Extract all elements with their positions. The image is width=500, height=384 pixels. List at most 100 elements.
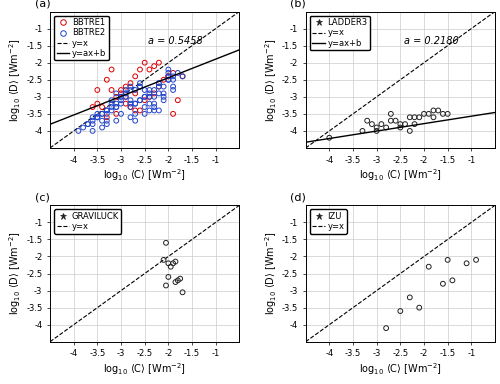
- Point: [420, 111, 428, 117]
- Point: [164, 77, 172, 83]
- Point: [382, 325, 390, 331]
- Point: [434, 108, 442, 114]
- X-axis label: log$_{10}$ $\langle$C$\rangle$ [Wm$^{-2}$]: log$_{10}$ $\langle$C$\rangle$ [Wm$^{-2}…: [359, 167, 442, 183]
- Point: [146, 108, 154, 114]
- Point: [84, 121, 92, 127]
- Point: [430, 114, 438, 120]
- Point: [155, 90, 163, 96]
- Point: [160, 97, 168, 103]
- Point: [117, 111, 125, 117]
- Point: [94, 114, 102, 120]
- Point: [140, 94, 148, 100]
- Point: [108, 97, 116, 103]
- Point: [164, 77, 172, 83]
- Point: [326, 135, 334, 141]
- Point: [169, 111, 177, 117]
- Point: [140, 60, 148, 66]
- Point: [126, 83, 134, 89]
- Point: [164, 274, 172, 280]
- Point: [122, 83, 130, 89]
- Point: [146, 101, 154, 107]
- Point: [416, 114, 424, 120]
- Point: [112, 118, 120, 124]
- Point: [472, 257, 480, 263]
- Point: [444, 257, 452, 263]
- Point: [164, 73, 172, 79]
- Point: [164, 70, 172, 76]
- Point: [363, 118, 371, 124]
- Point: [146, 90, 154, 96]
- Point: [410, 114, 418, 120]
- Point: [122, 101, 130, 107]
- Legend: IZU, y=x: IZU, y=x: [310, 209, 347, 234]
- Y-axis label: log$_{10}$ $\langle$D$\rangle$ [Wm$^{-2}$]: log$_{10}$ $\langle$D$\rangle$ [Wm$^{-2}…: [8, 232, 24, 315]
- Point: [103, 77, 111, 83]
- Point: [88, 118, 96, 124]
- Text: a = 0.2180: a = 0.2180: [404, 36, 459, 46]
- Point: [122, 90, 130, 96]
- Point: [108, 108, 116, 114]
- Point: [160, 90, 168, 96]
- Point: [396, 121, 404, 127]
- Text: (d): (d): [290, 192, 306, 203]
- Point: [74, 128, 82, 134]
- Point: [155, 80, 163, 86]
- Point: [155, 108, 163, 114]
- Point: [150, 90, 158, 96]
- Point: [136, 83, 144, 89]
- Point: [126, 87, 134, 93]
- Point: [439, 281, 447, 287]
- Point: [169, 83, 177, 89]
- Point: [174, 277, 182, 283]
- Point: [439, 111, 447, 117]
- Point: [117, 90, 125, 96]
- Point: [424, 264, 432, 270]
- Point: [112, 101, 120, 107]
- Legend: BBTRE1, BBTRE2, y=x, y=ax+b: BBTRE1, BBTRE2, y=x, y=ax+b: [54, 16, 108, 60]
- Point: [112, 90, 120, 96]
- Point: [131, 108, 139, 114]
- Point: [126, 97, 134, 103]
- Point: [122, 94, 130, 100]
- Point: [396, 124, 404, 131]
- Point: [164, 73, 172, 79]
- Point: [117, 94, 125, 100]
- Text: (b): (b): [290, 0, 306, 9]
- Point: [392, 118, 400, 124]
- Point: [117, 94, 125, 100]
- Point: [112, 104, 120, 110]
- Y-axis label: log$_{10}$ $\langle$D$\rangle$ [Wm$^{-2}$]: log$_{10}$ $\langle$D$\rangle$ [Wm$^{-2}…: [263, 38, 279, 122]
- Point: [358, 128, 366, 134]
- Point: [126, 114, 134, 120]
- X-axis label: log$_{10}$ $\langle$C$\rangle$ [Wm$^{-2}$]: log$_{10}$ $\langle$C$\rangle$ [Wm$^{-2}…: [103, 361, 186, 377]
- Point: [112, 94, 120, 100]
- Point: [155, 83, 163, 89]
- Point: [103, 114, 111, 120]
- Point: [88, 104, 96, 110]
- Point: [122, 90, 130, 96]
- Point: [160, 94, 168, 100]
- Point: [103, 118, 111, 124]
- Point: [378, 121, 386, 127]
- Point: [112, 104, 120, 110]
- Point: [448, 277, 456, 283]
- Point: [131, 90, 139, 96]
- Point: [94, 101, 102, 107]
- Point: [150, 87, 158, 93]
- Point: [131, 101, 139, 107]
- Point: [444, 111, 452, 117]
- Point: [160, 77, 168, 83]
- Point: [146, 66, 154, 73]
- Point: [172, 279, 179, 285]
- Point: [98, 111, 106, 117]
- Point: [126, 104, 134, 110]
- Point: [140, 111, 148, 117]
- Point: [108, 101, 116, 107]
- Point: [146, 94, 154, 100]
- Point: [131, 111, 139, 117]
- Point: [387, 111, 395, 117]
- Point: [140, 97, 148, 103]
- Point: [112, 111, 120, 117]
- Y-axis label: log$_{10}$ $\langle$D$\rangle$ [Wm$^{-2}$]: log$_{10}$ $\langle$D$\rangle$ [Wm$^{-2}…: [263, 232, 279, 315]
- Point: [178, 73, 186, 79]
